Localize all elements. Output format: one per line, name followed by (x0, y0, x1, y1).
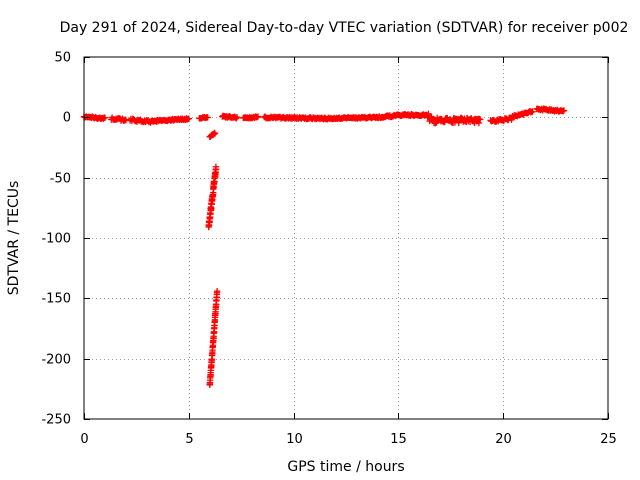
x-tick-label: 5 (185, 432, 193, 447)
axis-ticks (84, 57, 609, 420)
y-tick-label: 0 (63, 111, 71, 126)
data-point (211, 129, 218, 137)
y-tick-label: -100 (41, 232, 71, 247)
x-tick-label: 10 (286, 432, 303, 447)
y-tick-label: -200 (41, 353, 71, 368)
x-tick-label: 20 (495, 432, 512, 447)
data-point (529, 108, 536, 115)
data-point (212, 165, 220, 173)
data-point (232, 115, 240, 122)
y-tick-label: -250 (41, 413, 71, 428)
y-axis-label: SDTVAR / TECUs (6, 181, 22, 296)
data-point (101, 114, 109, 121)
data-point (233, 113, 241, 121)
y-tick-label: -50 (50, 172, 71, 187)
data-point (185, 115, 192, 122)
y-tick-labels: 50 0 -50 -100 -150 -200 -250 (41, 51, 71, 428)
y-tick-label: 50 (54, 51, 71, 66)
data-point (559, 107, 567, 115)
y-tick-label: -150 (41, 292, 71, 307)
data-point (211, 130, 219, 137)
x-tick-label: 15 (390, 432, 407, 447)
x-axis-label: GPS time / hours (287, 459, 404, 475)
chart-title: Day 291 of 2024, Sidereal Day-to-day VTE… (60, 20, 629, 36)
x-tick-label: 25 (600, 432, 617, 447)
data-point (560, 107, 568, 114)
data-points (80, 105, 568, 388)
data-point (213, 287, 221, 295)
data-point (254, 113, 262, 120)
x-tick-label: 0 (80, 432, 88, 447)
data-point (476, 116, 484, 123)
x-tick-labels: 0 5 10 15 20 25 (80, 432, 616, 447)
data-point (204, 114, 211, 121)
